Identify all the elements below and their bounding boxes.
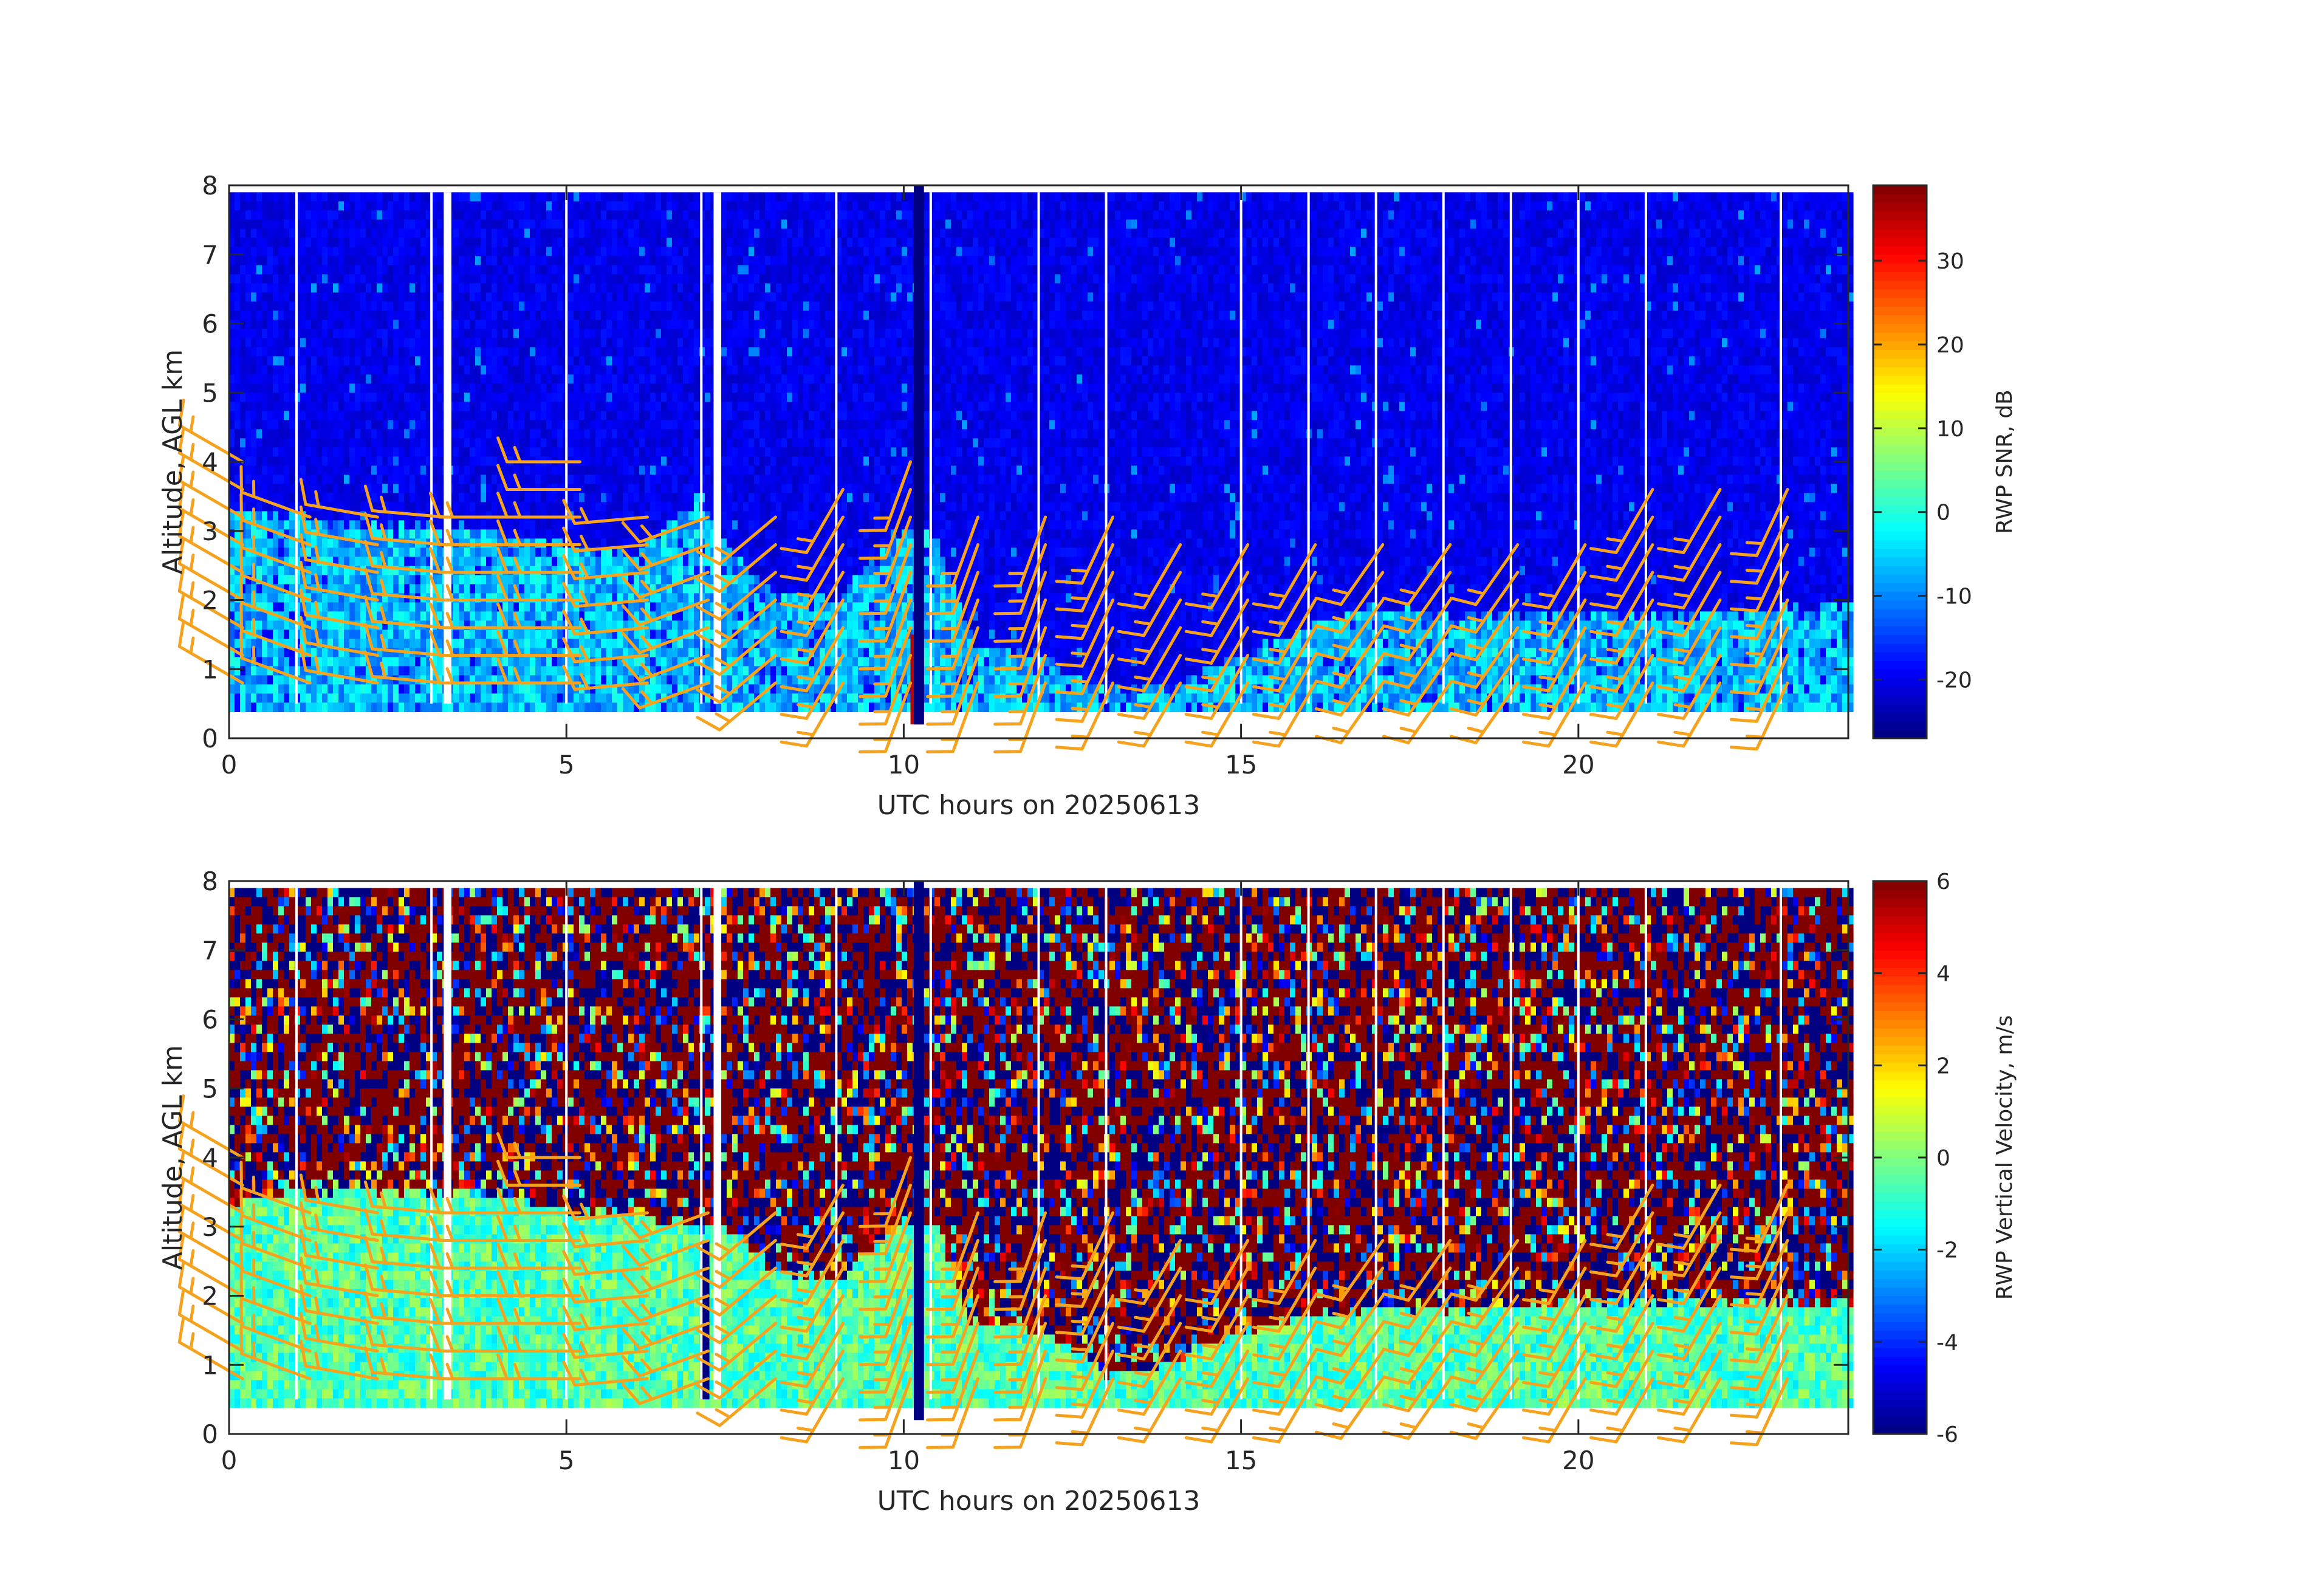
x-tick-label: 20 [1562,750,1594,780]
x-tick-label: 15 [1225,750,1257,780]
colorbar-tick-label: 0 [1936,501,1950,526]
colorbar-tick-label: 4 [1936,962,1950,987]
snr-heatmap-cells [229,185,1854,724]
y-tick-label: 8 [202,171,218,201]
x-tick-label: 10 [888,750,920,780]
y-tick-label: 3 [202,1212,218,1242]
velocity-heatmap-cells [229,881,1854,1420]
y-tick-label: 0 [202,1419,218,1449]
x-tick-label: 20 [1562,1446,1594,1475]
y-tick-label: 7 [202,936,218,966]
colorbar-tick-label: 10 [1936,417,1964,442]
y-tick-label: 1 [202,1350,218,1380]
colorbar-tick-label: -2 [1936,1238,1958,1263]
snr-y-axis-label: Altitude, AGL km [157,349,188,574]
y-tick-label: 1 [202,654,218,684]
y-tick-label: 4 [202,447,218,477]
colorbar-tick-label: -4 [1936,1330,1958,1355]
y-tick-label: 3 [202,516,218,546]
x-tick-label: 0 [221,1446,238,1475]
y-tick-label: 8 [202,866,218,896]
colorbar-tick-label: -10 [1936,585,1972,609]
colorbar-tick-label: -20 [1936,668,1972,693]
y-tick-label: 0 [202,724,218,753]
y-tick-label: 6 [202,1005,218,1035]
colorbar-tick-label: 6 [1936,870,1950,894]
snr-x-axis-label: UTC hours on 20250613 [877,790,1201,821]
x-tick-label: 0 [221,750,238,780]
y-tick-label: 6 [202,309,218,339]
velocity-x-axis-label: UTC hours on 20250613 [877,1486,1201,1517]
colorbar-tick-label: 0 [1936,1146,1950,1171]
x-tick-label: 5 [558,750,575,780]
colorbar-tick-label: -6 [1936,1422,1958,1447]
y-tick-label: 5 [202,1074,218,1103]
colorbar-tick-label: 30 [1936,249,1964,274]
colorbar-tick-label: 20 [1936,333,1964,358]
snr-colorbar-gradient [1873,185,1927,739]
colorbar-tick-label: 2 [1936,1054,1950,1079]
velocity-heatmap [229,881,1854,1420]
velocity-colorbar-label: RWP Vertical Velocity, m/s [1992,1015,2017,1300]
x-tick-label: 15 [1225,1446,1257,1475]
y-tick-label: 4 [202,1143,218,1173]
snr-heatmap [229,185,1854,724]
y-tick-label: 5 [202,378,218,408]
y-tick-label: 2 [202,1281,218,1311]
y-tick-label: 7 [202,240,218,270]
velocity-y-axis-label: Altitude, AGL km [157,1045,188,1270]
y-tick-label: 2 [202,586,218,616]
snr-colorbar-label: RWP SNR, dB [1992,389,2017,534]
x-tick-label: 5 [558,1446,575,1475]
x-tick-label: 10 [888,1446,920,1475]
